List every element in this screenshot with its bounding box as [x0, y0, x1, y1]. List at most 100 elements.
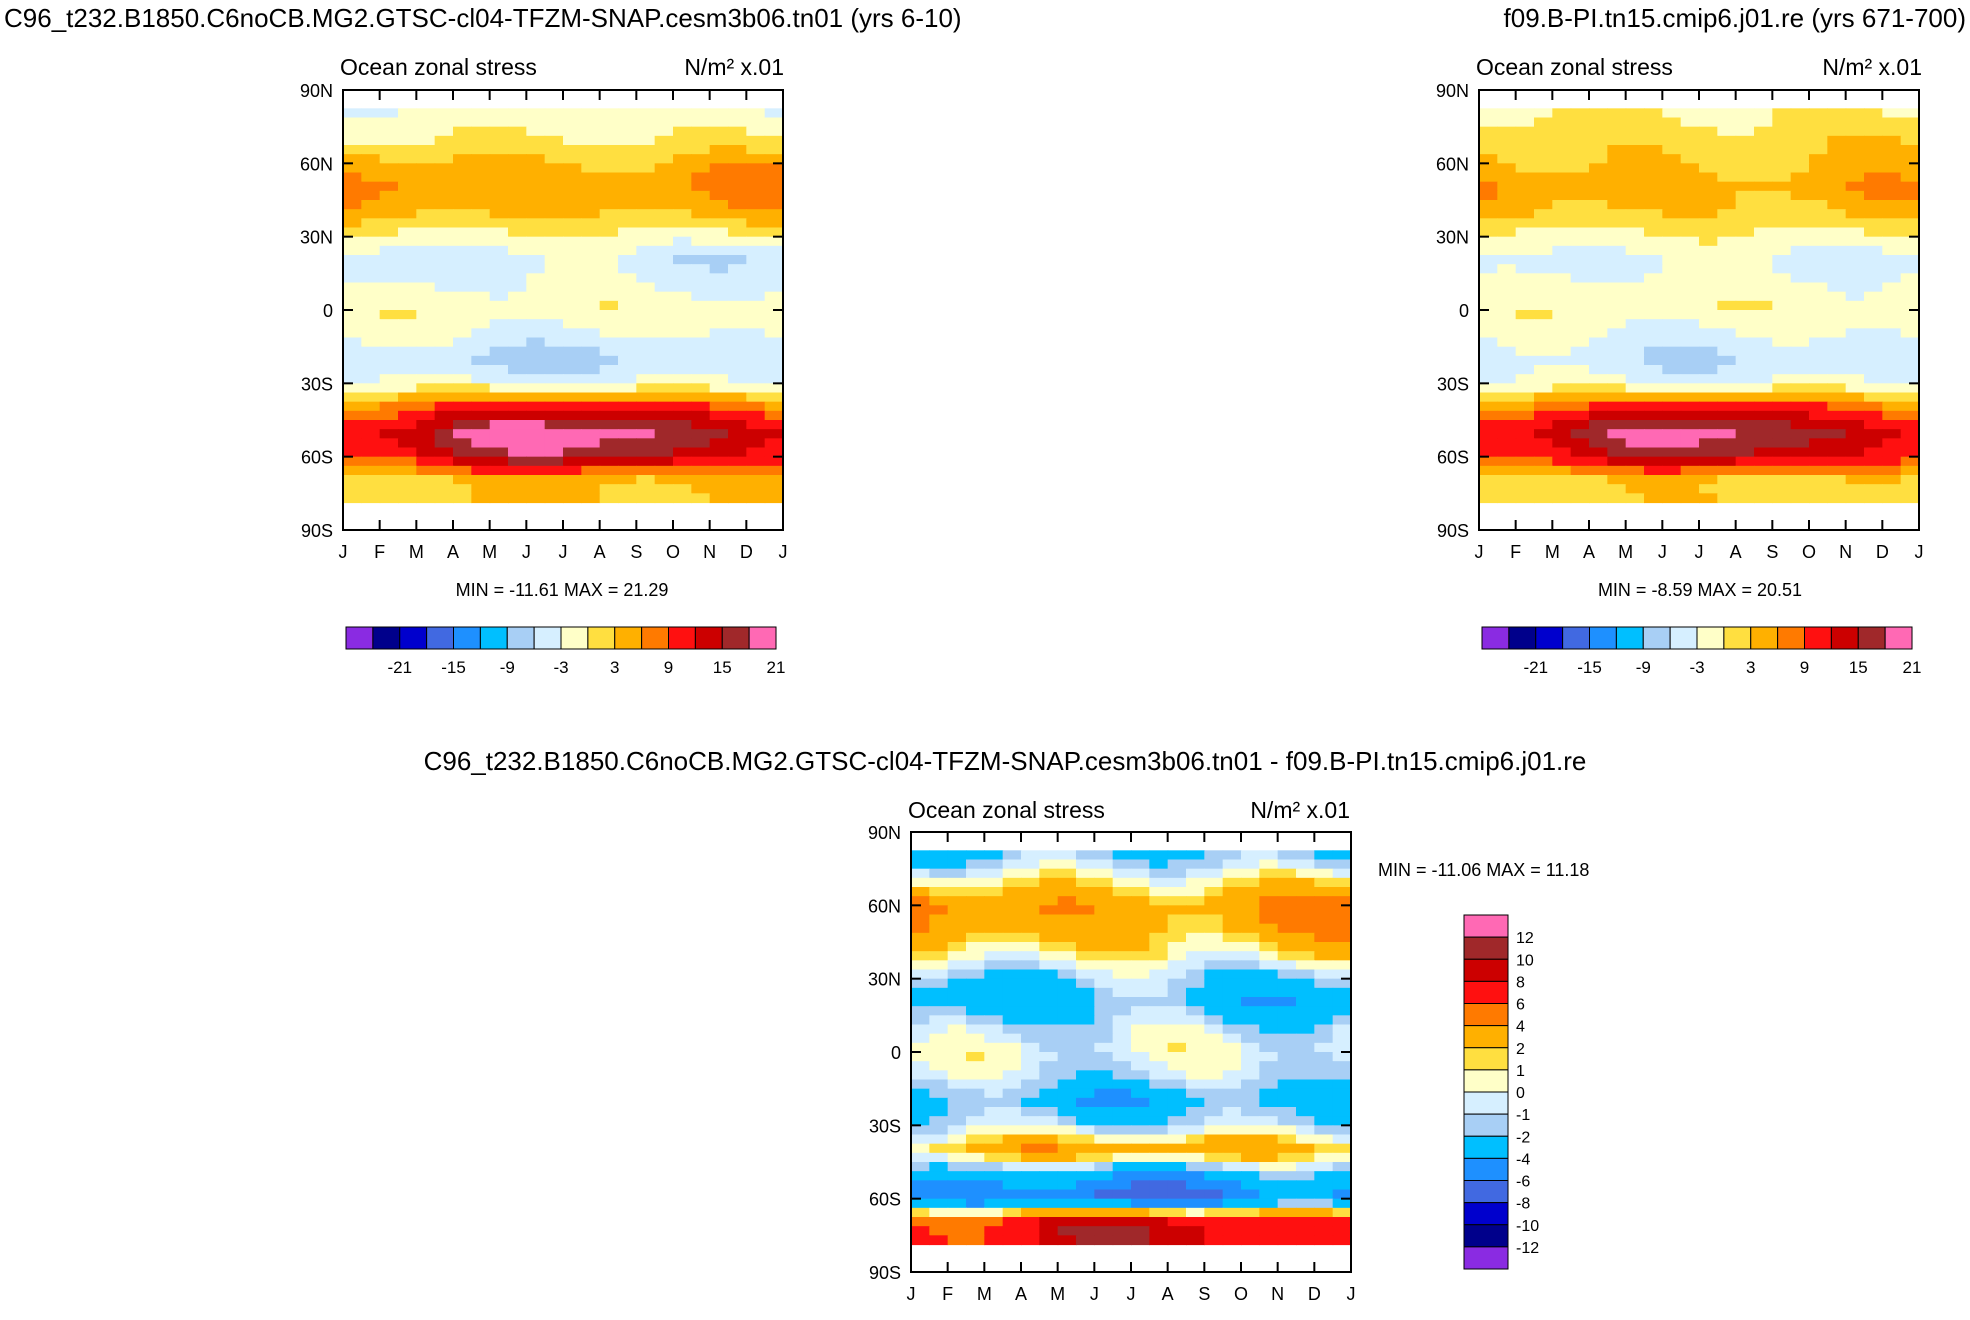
heatmap-cell: [453, 337, 472, 348]
heatmap-cell: [1625, 117, 1645, 128]
heatmap-cell: [1699, 328, 1718, 339]
heatmap-cell: [709, 264, 729, 274]
heatmap-cell: [434, 154, 454, 164]
heatmap-cell: [911, 1015, 930, 1026]
heatmap-cell: [728, 374, 747, 384]
heatmap-cell: [1515, 181, 1535, 192]
heatmap-cell: [1131, 923, 1150, 934]
heatmap-cell: [1845, 172, 1865, 183]
x-tick-label: J: [1347, 1284, 1356, 1304]
heatmap-cell: [728, 218, 747, 229]
heatmap-cell: [1900, 456, 1920, 467]
heatmap-cell: [1112, 960, 1132, 971]
heatmap-cell: [1222, 1189, 1242, 1200]
y-tick-label: 60N: [300, 154, 333, 174]
heatmap-cell: [526, 337, 546, 348]
heatmap-cell: [1112, 942, 1132, 952]
heatmap-cell: [636, 401, 656, 412]
heatmap-cell: [618, 429, 637, 439]
heatmap-cell: [1552, 456, 1572, 467]
heatmap-cell: [1534, 135, 1553, 146]
heatmap-cell: [1607, 300, 1627, 311]
heatmap-cell: [1259, 969, 1279, 980]
heatmap-cell: [1222, 1198, 1242, 1209]
heatmap-cell: [1864, 410, 1883, 421]
heatmap-cell: [764, 282, 784, 293]
heatmap-cell: [1497, 328, 1517, 339]
heatmap-cell: [1131, 942, 1150, 952]
heatmap-cell: [398, 200, 417, 210]
heatmap-cell: [1296, 932, 1315, 943]
heatmap-cell: [544, 365, 564, 375]
heatmap-cell: [1277, 1024, 1297, 1035]
heatmap-cell: [1515, 365, 1535, 375]
heatmap-cell: [1680, 135, 1700, 146]
heatmap-cell: [1204, 1162, 1224, 1172]
heatmap-cell: [929, 877, 949, 888]
heatmap-cell: [434, 337, 454, 348]
heatmap-cell: [1332, 942, 1352, 952]
heatmap-cell: [1552, 255, 1572, 265]
heatmap-cell: [453, 108, 472, 119]
heatmap-cell: [1900, 181, 1920, 192]
heatmap-cell: [471, 401, 491, 412]
heatmap-cell: [728, 420, 747, 430]
heatmap-cell: [1222, 868, 1242, 879]
heatmap-cell: [1039, 1125, 1059, 1136]
heatmap-cell: [691, 300, 711, 311]
heatmap-cell: [929, 1198, 949, 1209]
heatmap-cell: [1570, 337, 1590, 348]
heatmap-cell: [1296, 1125, 1315, 1136]
heatmap-cell: [1131, 1198, 1150, 1209]
heatmap-cell: [1076, 923, 1095, 934]
heatmap-cell: [1515, 200, 1535, 210]
x-tick-label: F: [1510, 542, 1521, 562]
heatmap-cell: [526, 319, 546, 329]
heatmap-cell: [343, 319, 362, 329]
heatmap-cell: [947, 1107, 967, 1117]
heatmap-cell: [508, 438, 527, 449]
heatmap-cell: [618, 484, 637, 494]
heatmap-cell: [1662, 108, 1682, 119]
heatmap-cell: [1552, 126, 1572, 137]
heatmap-cell: [1607, 392, 1627, 403]
heatmap-cell: [1296, 969, 1315, 980]
heatmap-cell: [764, 245, 784, 256]
heatmap-cell: [929, 905, 949, 916]
heatmap-cell: [1662, 145, 1682, 155]
heatmap-cell: [1039, 1116, 1059, 1126]
heatmap-cell: [1717, 154, 1737, 164]
heatmap-cell: [1204, 1015, 1224, 1026]
heatmap-cell: [1644, 420, 1663, 430]
heatmap-cell: [746, 447, 766, 458]
heatmap-cell: [489, 255, 509, 265]
heatmap-cell: [966, 1006, 985, 1016]
heatmap-cell: [1222, 859, 1242, 870]
heatmap-cell: [1570, 310, 1590, 320]
heatmap-cell: [947, 1217, 967, 1227]
heatmap-cell: [544, 273, 564, 284]
heatmap-cell: [654, 255, 674, 265]
heatmap-cell: [1259, 997, 1279, 1007]
heatmap-cell: [416, 282, 436, 293]
heatmap-cell: [1809, 218, 1828, 229]
heatmap-cell: [1515, 438, 1535, 449]
heatmap-cell: [416, 245, 436, 256]
heatmap-cell: [489, 163, 509, 174]
heatmap-cell: [1057, 1024, 1077, 1035]
heatmap-cell: [1021, 942, 1040, 952]
heatmap-cell: [1790, 383, 1810, 394]
heatmap-cell: [1259, 1052, 1279, 1062]
heatmap-cell: [746, 245, 766, 256]
heatmap-cell: [1717, 181, 1737, 192]
heatmap-cell: [1625, 456, 1645, 467]
heatmap-cell: [1039, 923, 1059, 934]
heatmap-cell: [471, 300, 491, 311]
heatmap-cell: [508, 154, 527, 164]
heatmap-cell: [1644, 273, 1663, 284]
heatmap-cell: [453, 300, 472, 311]
heatmap-cell: [1167, 932, 1187, 943]
heatmap-cell: [709, 145, 729, 155]
heatmap-cell: [947, 1189, 967, 1200]
heatmap-cell: [1112, 1052, 1132, 1062]
